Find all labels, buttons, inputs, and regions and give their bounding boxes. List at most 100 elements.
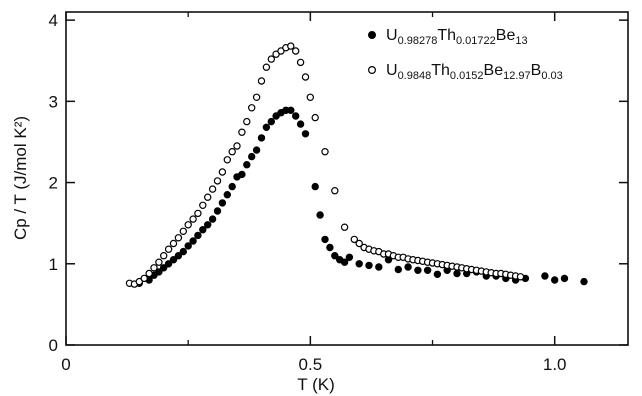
filled-data-point	[228, 182, 236, 191]
open-data-point	[252, 93, 261, 102]
legend-entry-2: U0.9848Th0.0152Be12.97B0.03	[386, 62, 563, 82]
filled-data-point	[580, 277, 588, 286]
plot-frame	[65, 11, 629, 346]
filled-data-point	[296, 120, 305, 128]
open-data-point	[277, 47, 285, 55]
filled-data-point	[321, 235, 329, 244]
filled-data-point	[159, 264, 168, 272]
filled-data-point	[262, 123, 271, 132]
filled-data-point	[340, 258, 349, 266]
y-tick-label: 4	[49, 11, 58, 30]
filled-data-point	[292, 112, 300, 120]
filled-data-point	[345, 253, 354, 261]
open-data-point	[140, 274, 148, 283]
legend-subscript: 0.03	[541, 70, 562, 82]
filled-data-point	[257, 134, 266, 142]
open-data-point	[159, 251, 168, 260]
open-data-point	[203, 193, 212, 201]
filled-data-point	[331, 251, 339, 260]
filled-data-point	[208, 215, 217, 223]
filled-data-point	[365, 261, 373, 270]
filled-data-point	[423, 266, 432, 274]
open-data-point	[301, 73, 310, 81]
open-data-point	[238, 128, 246, 136]
legend-symbol: B	[531, 62, 542, 79]
series-2	[125, 42, 525, 288]
legend-subscript: 13	[515, 35, 527, 47]
open-data-point	[267, 55, 275, 63]
y-tick-label: 3	[49, 92, 58, 111]
open-data-point	[243, 117, 251, 126]
open-data-point	[169, 239, 178, 248]
filled-data-point	[199, 225, 207, 234]
open-data-point	[296, 58, 305, 67]
open-data-point	[340, 223, 349, 231]
open-data-point	[174, 234, 183, 242]
filled-data-point	[218, 199, 227, 207]
filled-data-point	[272, 112, 280, 120]
filled-data-point	[394, 265, 402, 274]
x-axis-label: T (K)	[297, 375, 334, 394]
filled-data-point	[155, 268, 163, 276]
filled-data-point	[287, 106, 295, 115]
legend-subscript: 0.9848	[398, 70, 432, 82]
filled-data-point	[189, 237, 197, 245]
series-1	[135, 106, 588, 287]
filled-data-point	[174, 251, 183, 260]
x-tick-label: 1.0	[543, 355, 567, 374]
legend-symbol: Be	[484, 62, 504, 79]
open-data-point	[287, 42, 295, 50]
legend-symbol: Th	[437, 27, 456, 44]
filled-data-point	[551, 276, 559, 284]
filled-data-point	[184, 242, 192, 250]
legend-symbol: Th	[431, 62, 450, 79]
filled-data-point	[453, 269, 461, 278]
legend-entry-1: U0.98278Th0.01722Be13	[386, 27, 528, 47]
filled-data-point	[433, 270, 442, 278]
open-data-point	[194, 209, 202, 218]
y-tick-label: 2	[49, 174, 58, 193]
filled-data-point	[414, 266, 422, 274]
open-data-point	[145, 269, 153, 278]
legend-filled-marker-icon	[368, 31, 377, 40]
filled-data-point	[267, 117, 275, 126]
filled-data-point	[541, 272, 549, 280]
open-data-point	[262, 63, 271, 71]
open-data-point	[199, 201, 207, 209]
filled-data-point	[179, 247, 187, 256]
filled-data-point	[247, 152, 256, 161]
legend-symbol: U	[386, 62, 398, 79]
filled-data-point	[203, 221, 212, 229]
filled-data-point	[404, 263, 412, 271]
x-tick-label: 0.5	[299, 355, 323, 374]
filled-data-point	[355, 260, 363, 268]
filled-data-point	[238, 170, 246, 179]
open-data-point	[218, 168, 227, 176]
filled-data-point	[164, 260, 173, 268]
filled-data-point	[169, 256, 178, 264]
filled-data-point	[560, 274, 569, 283]
legend-open-marker-icon	[368, 65, 377, 74]
open-data-point	[223, 156, 231, 164]
legend-symbol: U	[386, 27, 398, 44]
legend-subscript: 0.01722	[456, 35, 496, 47]
open-data-point	[257, 77, 266, 85]
open-data-point	[306, 93, 314, 102]
open-data-point	[164, 245, 173, 253]
filled-data-point	[326, 243, 334, 252]
legend-subscript: 12.97	[503, 70, 531, 82]
open-data-point	[155, 258, 163, 266]
open-data-point	[228, 147, 236, 156]
open-data-point	[321, 147, 329, 156]
y-tick-label: 0	[49, 336, 58, 355]
data-points	[125, 42, 588, 288]
open-data-point	[350, 235, 358, 244]
legend-symbol: Be	[496, 27, 516, 44]
open-data-point	[150, 264, 158, 272]
open-data-point	[516, 273, 525, 281]
open-data-point	[292, 47, 300, 55]
legend: U0.98278Th0.01722Be13 U0.9848Th0.0152Be12…	[368, 27, 563, 82]
open-data-point	[247, 104, 256, 112]
y-tick-label: 1	[49, 255, 58, 274]
